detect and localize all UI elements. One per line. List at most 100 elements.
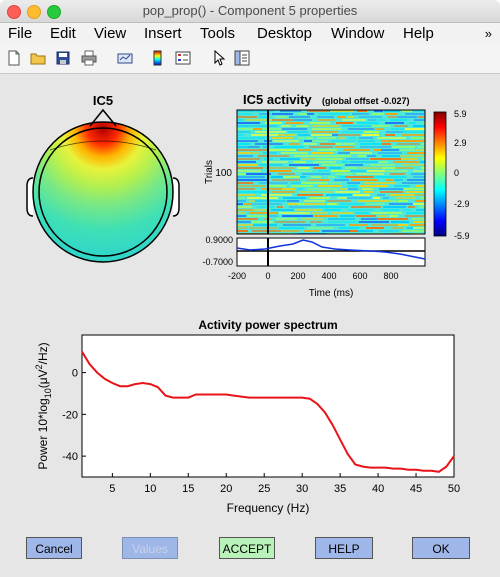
erp-image-cell [398, 116, 417, 118]
erp-image-cell [386, 131, 403, 133]
spectrum-x-tick-label: 35 [334, 483, 346, 495]
erp-image-cell [394, 185, 410, 187]
erp-image-cell [335, 191, 360, 193]
erp-image-cell [297, 194, 323, 196]
cancel-button[interactable]: Cancel [26, 537, 82, 559]
menu-tools[interactable]: Tools [200, 25, 235, 42]
erp-image-cell [306, 191, 334, 193]
erp-image-cell [345, 164, 363, 166]
erp-image-cell [310, 221, 322, 223]
erp-image-cell [348, 137, 356, 139]
ok-button[interactable]: OK [412, 537, 470, 559]
erp-image-cell [359, 221, 389, 223]
erp-image-cell [282, 215, 313, 217]
erp-image-cell [362, 188, 373, 190]
erp-image-cell [416, 209, 431, 211]
erp-image-cell [404, 188, 426, 190]
erp-image-cell [413, 125, 430, 127]
erp-image-cell [296, 125, 309, 127]
spectrum-x-tick-label: 15 [182, 483, 194, 495]
spectrum-y-label: Power 10*log10(μV2/Hz) [34, 342, 53, 469]
colorbar-icon[interactable] [150, 50, 166, 66]
erp-image-cell [367, 170, 385, 172]
erp-image-cell [267, 185, 286, 187]
accept-button[interactable]: ACCEPT [219, 537, 275, 559]
erp-image-cell [379, 161, 388, 163]
erp-image-cell [313, 161, 336, 163]
property-editor-icon[interactable] [234, 50, 250, 66]
erp-image-cell [237, 140, 258, 142]
erp-image-cell [358, 155, 366, 157]
link-plot-icon[interactable] [117, 50, 133, 66]
erp-image-cell [271, 209, 294, 211]
erp-image-cell [353, 194, 370, 196]
erp-image-cell [336, 143, 342, 145]
erp-x-label: Time (ms) [309, 288, 354, 299]
erp-image-cell [237, 131, 250, 133]
values-button[interactable]: Values [122, 537, 178, 559]
erp-image-cell [322, 164, 344, 166]
menu-desktop[interactable]: Desktop [257, 25, 312, 42]
topomap-title: IC5 [93, 93, 113, 108]
erp-image-cell [348, 116, 354, 118]
erp-image-cell [265, 167, 295, 169]
erp-image-cell [313, 167, 326, 169]
help-button[interactable]: HELP [315, 537, 373, 559]
erp-image-cell [259, 113, 271, 115]
erp-image-cell [310, 122, 330, 124]
erp-image-cell [317, 206, 348, 208]
erp-image-cell [398, 224, 408, 226]
legend-icon[interactable] [175, 50, 191, 66]
erp-image-cell [327, 200, 351, 202]
erp-image-cell [253, 224, 277, 226]
erp-image-cell [275, 221, 305, 223]
erp-image-cell [339, 188, 348, 190]
erp-image-cell [402, 230, 433, 232]
print-icon[interactable] [81, 50, 97, 66]
erp-image-cell [326, 194, 352, 196]
erp-image-cell [317, 149, 337, 151]
open-file-icon[interactable] [30, 50, 46, 66]
menu-help[interactable]: Help [403, 25, 434, 42]
erp-image-cell [253, 128, 262, 130]
erp-image-cell [237, 164, 257, 166]
erp-image-cell [248, 125, 278, 127]
erp-image-cell [312, 128, 341, 130]
erp-image-cell [255, 131, 286, 133]
erp-image-cell [378, 215, 388, 217]
save-icon[interactable] [55, 50, 71, 66]
erp-image-cell [366, 227, 384, 229]
erp-image-cell [252, 230, 281, 232]
erp-image-cell [405, 215, 425, 217]
menu-insert[interactable]: Insert [144, 25, 182, 42]
erp-image-cell [237, 170, 261, 172]
erp-image-cell [282, 230, 300, 232]
erp-image-cell [289, 116, 310, 118]
new-figure-icon[interactable] [6, 50, 22, 66]
erp-image-cell [348, 209, 374, 211]
spectrum-title: Activity power spectrum [198, 318, 337, 332]
erp-image-cell [359, 137, 373, 139]
erp-image-cell [237, 116, 257, 118]
erp-image-cell [364, 191, 373, 193]
menu-view[interactable]: View [94, 25, 126, 42]
menu-edit[interactable]: Edit [50, 25, 76, 42]
title-bar: pop_prop() - Component 5 properties [0, 0, 500, 23]
erp-image-cell [360, 146, 391, 148]
erp-image-cell [237, 137, 243, 139]
erp-image-cell [271, 191, 295, 193]
erp-image-cell [237, 200, 246, 202]
erp-image-cell [306, 137, 313, 139]
erp-image-cell [343, 149, 370, 151]
erp-image-cell [403, 209, 411, 211]
menu-file[interactable]: File [8, 25, 32, 42]
erp-image-cell [373, 197, 380, 199]
erp-image-cell [339, 176, 345, 178]
erp-image-cell [350, 230, 358, 232]
spectrum-x-tick-label: 30 [296, 483, 308, 495]
erp-image-cell [237, 176, 265, 178]
pointer-icon[interactable] [211, 50, 227, 66]
erp-image-cell [347, 182, 360, 184]
double-arrow-icon[interactable]: » [485, 26, 492, 41]
menu-window[interactable]: Window [331, 25, 384, 42]
